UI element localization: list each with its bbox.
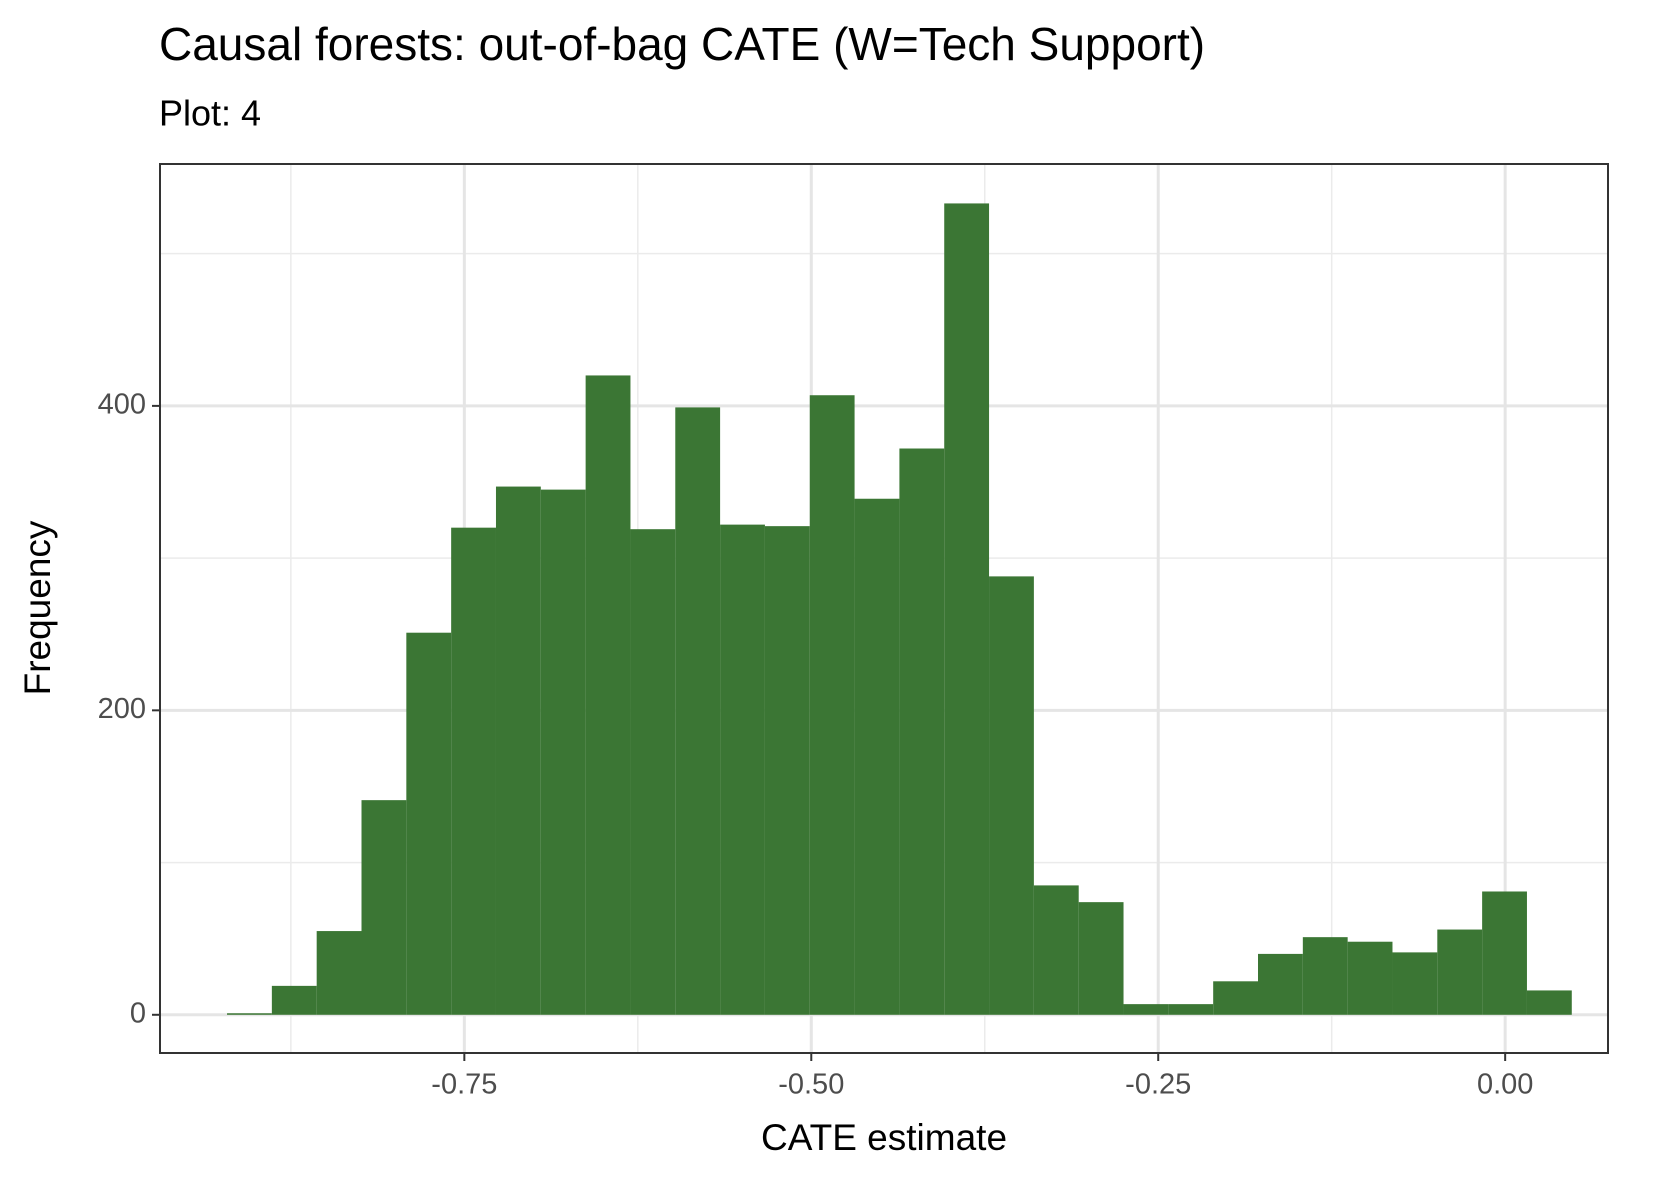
plot-border [159, 163, 1609, 1054]
bar [854, 498, 900, 1015]
bar [227, 1013, 272, 1015]
chart-title: Causal forests: out-of-bag CATE (W=Tech … [159, 18, 1205, 70]
bar [1258, 953, 1303, 1015]
chart-subtitle: Plot: 4 [159, 93, 261, 134]
bar [1437, 929, 1483, 1015]
bar [495, 486, 541, 1015]
bar [406, 632, 452, 1015]
bar [1347, 941, 1393, 1015]
bar [764, 526, 810, 1015]
bar [585, 375, 631, 1015]
bar [809, 395, 855, 1015]
bar [989, 576, 1034, 1015]
bar [1123, 1004, 1169, 1015]
bar [1526, 990, 1572, 1015]
bar [899, 448, 945, 1015]
x-tick-label: -0.25 [1125, 1069, 1191, 1101]
y-tick-label: 200 [98, 693, 146, 725]
bar [540, 489, 586, 1015]
y-axis-label: Frequency [17, 520, 58, 695]
x-tick-label: 0.00 [1477, 1069, 1533, 1101]
bar [316, 931, 362, 1015]
bar [1168, 1004, 1214, 1015]
bar [630, 529, 676, 1015]
x-tick-label: -0.75 [431, 1069, 497, 1101]
bar [1078, 902, 1124, 1015]
x-tick-label: -0.50 [778, 1069, 844, 1101]
bar [1302, 937, 1348, 1015]
bar [361, 800, 407, 1015]
bar [451, 527, 496, 1015]
y-tick-label: 400 [98, 389, 146, 421]
bar [944, 203, 990, 1015]
bar [675, 407, 721, 1015]
bar [720, 524, 765, 1015]
bar [271, 985, 317, 1015]
y-tick-label: 0 [130, 997, 146, 1029]
bar [1482, 891, 1527, 1015]
bar [1392, 952, 1438, 1015]
bar [1213, 981, 1259, 1015]
x-axis-label: CATE estimate [761, 1117, 1007, 1158]
bar [1033, 885, 1079, 1015]
